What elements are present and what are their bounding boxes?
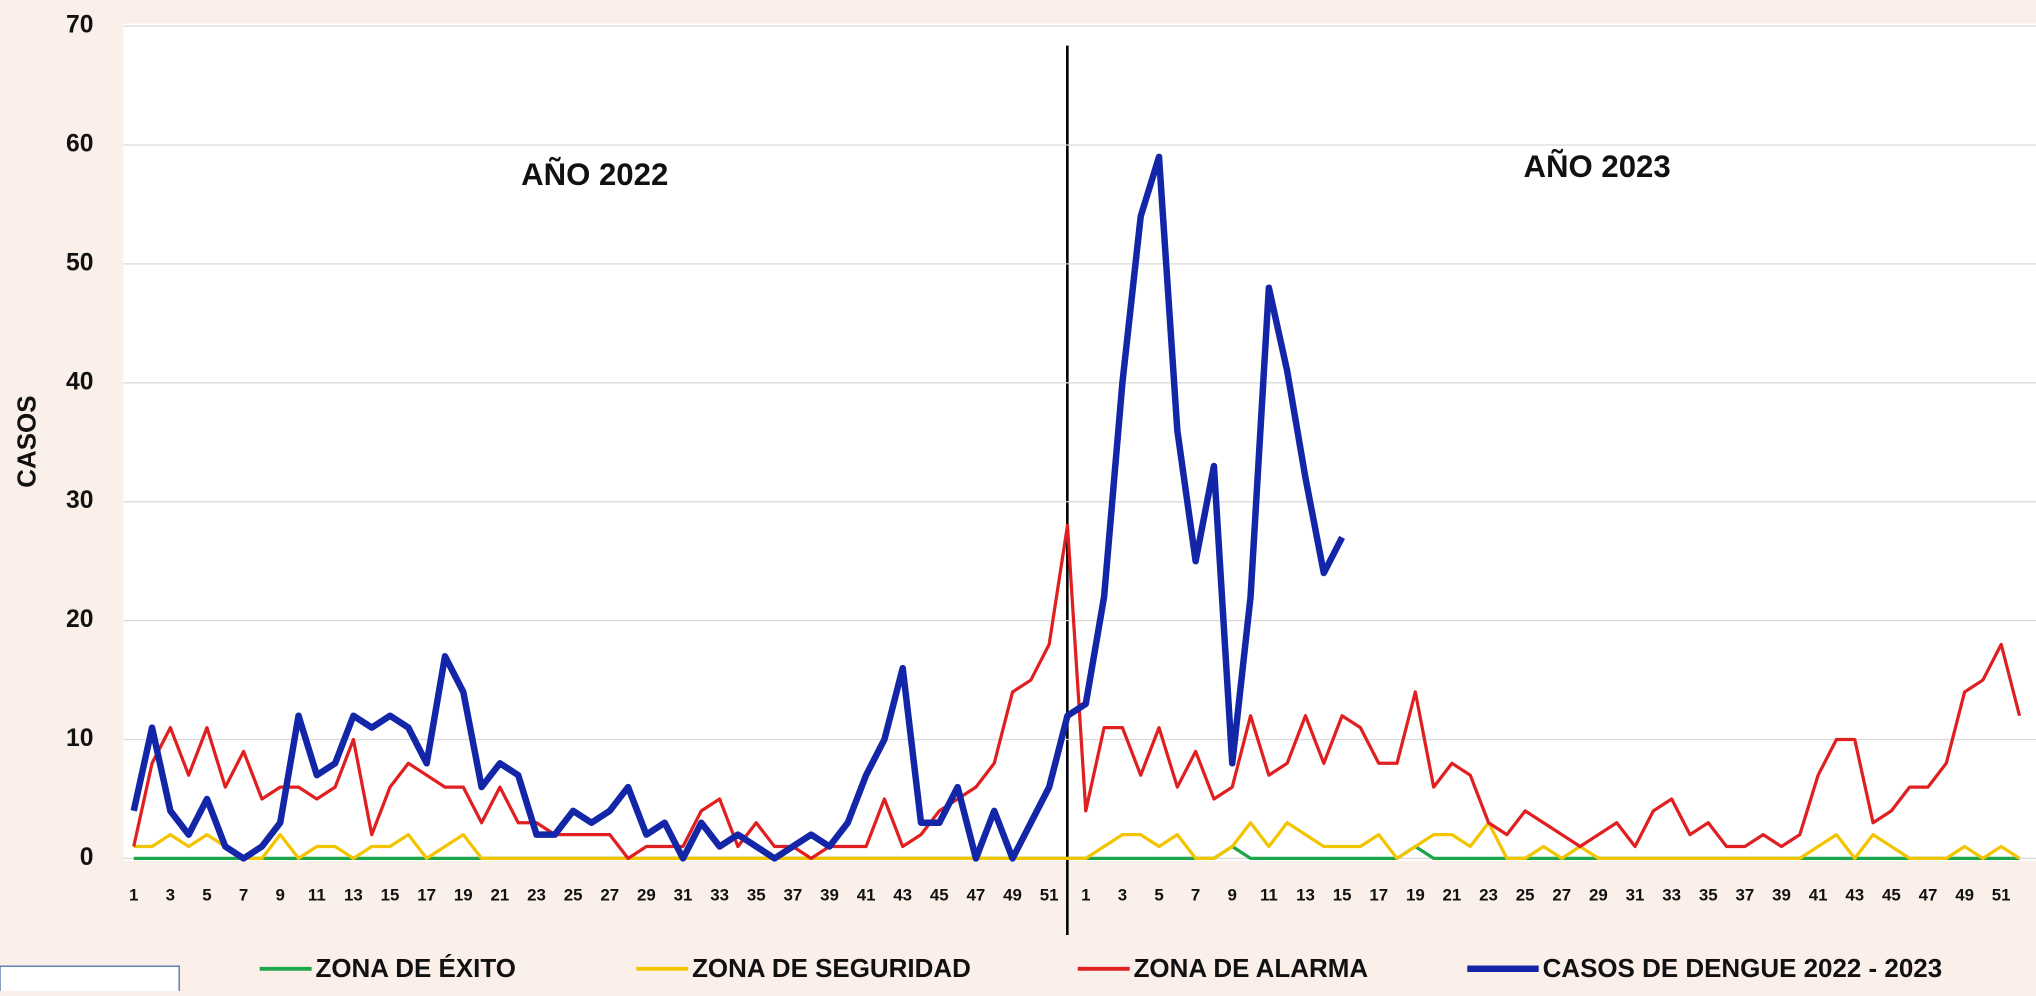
- series-line: [130, 153, 1345, 862]
- x-tick-label: 25: [564, 886, 583, 905]
- y-tick-label: 70: [66, 12, 93, 39]
- x-tick-label: 25: [1516, 886, 1535, 905]
- x-tick-label: 27: [1552, 886, 1571, 905]
- x-tick-label: 49: [1003, 886, 1022, 905]
- x-tick-label: 23: [527, 886, 546, 905]
- x-tick-label: 41: [857, 886, 876, 905]
- x-tick-label: 19: [454, 886, 473, 905]
- x-tick-label: 7: [239, 886, 248, 905]
- legend-label: ZONA DE SEGURIDAD: [692, 953, 971, 983]
- box: [0, 965, 180, 996]
- x-tick-label: 21: [1443, 886, 1462, 905]
- x-tick-label: 21: [491, 886, 510, 905]
- x-tick-label: 49: [1955, 886, 1974, 905]
- x-tick-label: 41: [1809, 886, 1828, 905]
- y-tick-label: 60: [66, 131, 93, 158]
- x-tick-label: 47: [967, 886, 986, 905]
- y-tick-label: 0: [80, 844, 94, 871]
- x-tick-label: 37: [783, 886, 802, 905]
- x-tick-label: 45: [1882, 886, 1901, 905]
- x-tick-label: 15: [1333, 886, 1352, 905]
- series-line: [132, 523, 2022, 861]
- x-tick-label: 15: [381, 886, 400, 905]
- y-tick-label: 40: [66, 368, 93, 395]
- y-tick-label: 30: [66, 487, 93, 514]
- y-tick-label: 50: [66, 249, 93, 276]
- x-tick-label: 47: [1919, 886, 1938, 905]
- x-tick-label: 1: [1081, 886, 1090, 905]
- x-tick-label: 31: [1626, 886, 1645, 905]
- x-tick-label: 9: [1228, 886, 1237, 905]
- x-tick-label: 5: [1154, 886, 1163, 905]
- y-tick-label: 20: [66, 606, 93, 633]
- annotation: AÑO 2022: [521, 157, 668, 192]
- x-tick-label: 9: [276, 886, 285, 905]
- x-tick-label: 29: [637, 886, 656, 905]
- x-tick-label: 27: [600, 886, 619, 905]
- x-tick-label: 17: [1369, 886, 1388, 905]
- x-tick-label: 33: [1662, 886, 1681, 905]
- annotation: AÑO 2023: [1524, 149, 1671, 184]
- x-tick-label: 35: [1699, 886, 1718, 905]
- x-tick-label: 3: [166, 886, 175, 905]
- x-tick-label: 13: [344, 886, 363, 905]
- x-tick-label: 17: [417, 886, 436, 905]
- x-tick-label: 51: [1992, 886, 2011, 905]
- x-tick-label: 37: [1735, 886, 1754, 905]
- x-tick-label: 1: [129, 886, 138, 905]
- x-tick-label: 7: [1191, 886, 1200, 905]
- x-tick-label: 51: [1040, 886, 1059, 905]
- x-tick-label: 5: [202, 886, 211, 905]
- y-axis-label: CASOS: [11, 395, 41, 487]
- x-tick-label: 23: [1479, 886, 1498, 905]
- x-tick-label: 19: [1406, 886, 1425, 905]
- legend-label: CASOS DE DENGUE 2022 - 2023: [1543, 953, 1943, 983]
- x-tick-label: 45: [930, 886, 949, 905]
- x-tick-label: 33: [710, 886, 729, 905]
- x-tick-label: 43: [1845, 886, 1864, 905]
- x-tick-label: 3: [1118, 886, 1127, 905]
- y-tick-label: 10: [66, 725, 93, 752]
- legend-label: ZONA DE ALARMA: [1134, 953, 1369, 983]
- x-tick-label: 13: [1296, 886, 1315, 905]
- x-tick-label: 29: [1589, 886, 1608, 905]
- x-tick-label: 39: [820, 886, 839, 905]
- x-tick-label: 39: [1772, 886, 1791, 905]
- x-tick-label: 31: [674, 886, 693, 905]
- x-tick-label: 43: [893, 886, 912, 905]
- series-line: [133, 821, 2021, 861]
- legend-label: ZONA DE ÉXITO: [316, 953, 516, 983]
- x-tick-label: 35: [747, 886, 766, 905]
- x-tick-label: 11: [308, 886, 326, 905]
- x-tick-label: 11: [1260, 886, 1278, 905]
